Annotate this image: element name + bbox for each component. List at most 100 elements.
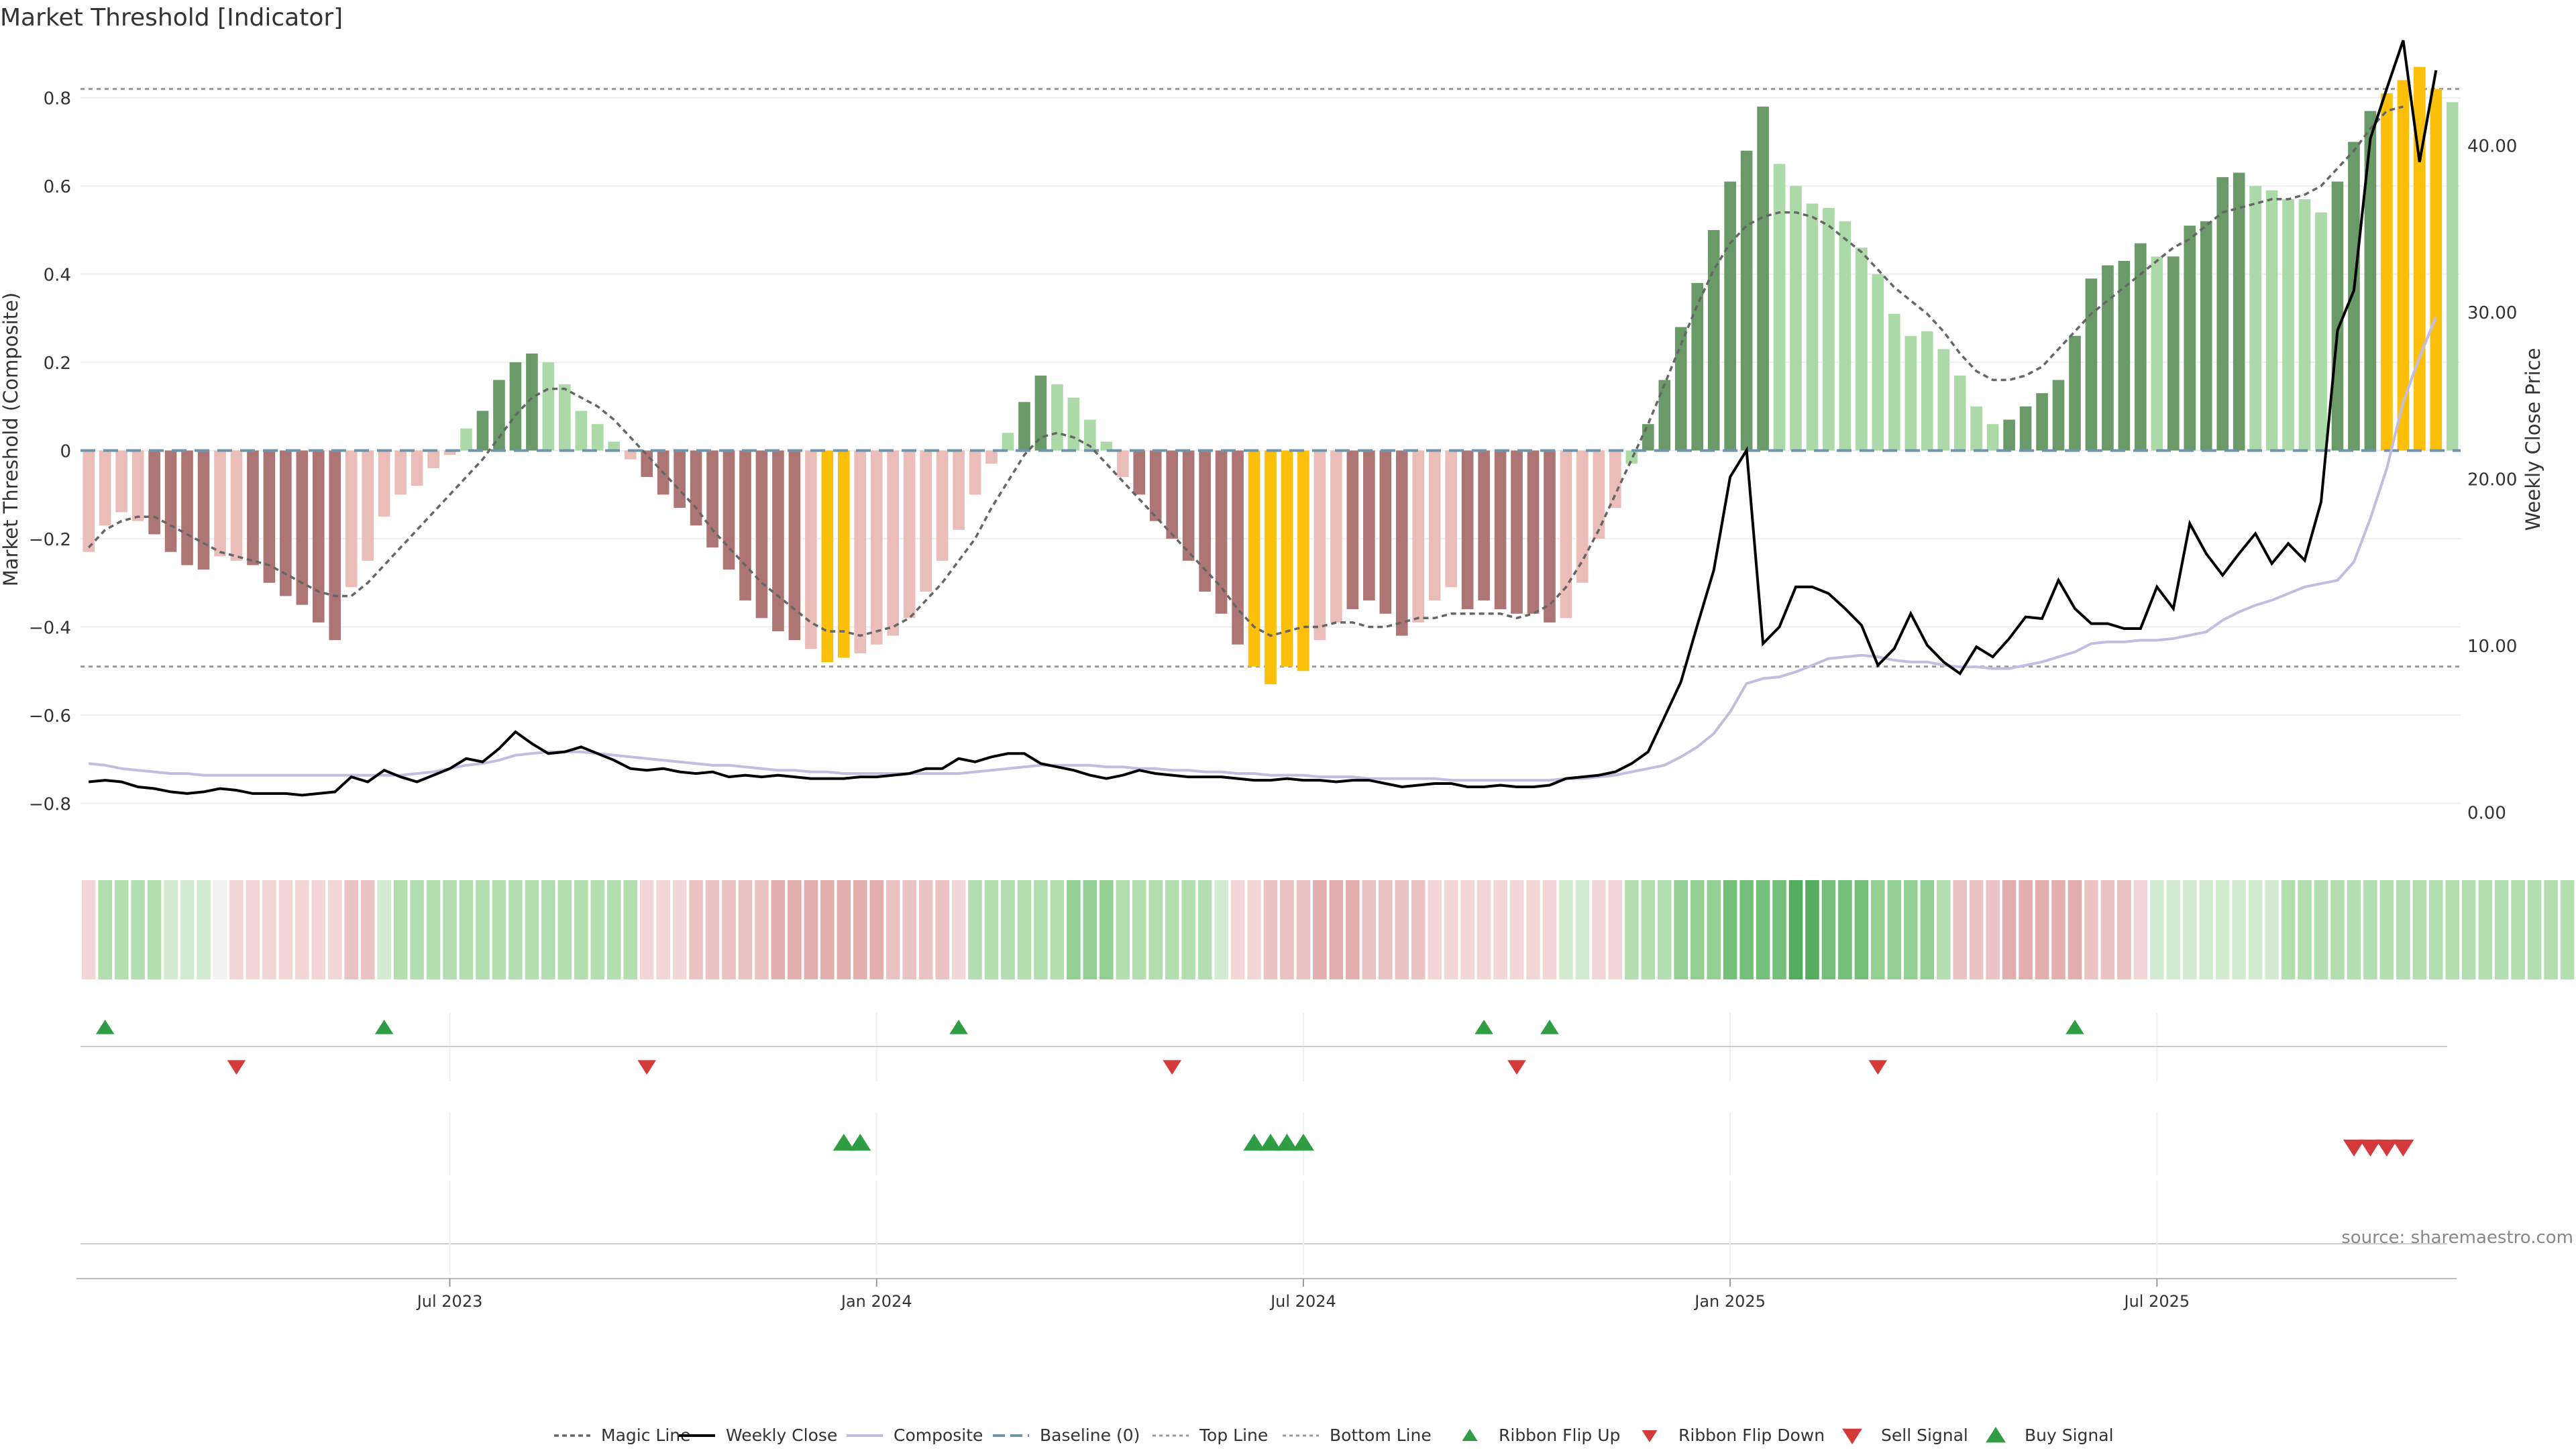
ribbon-cell	[377, 880, 391, 979]
ribbon-cell	[1509, 880, 1524, 979]
ribbon-cell	[672, 880, 687, 979]
ribbon-cell	[2461, 880, 2476, 979]
ribbon-cell	[885, 880, 900, 979]
ribbon-cell	[557, 880, 572, 979]
threshold-bar	[1937, 349, 1950, 451]
y-tick-label: 0	[60, 442, 71, 462]
threshold-bar	[706, 450, 718, 548]
threshold-bar	[1511, 450, 1523, 614]
ribbon-cell	[1247, 880, 1261, 979]
ribbon-cell	[1838, 880, 1852, 979]
y-tick-label: 0.4	[44, 266, 71, 286]
ribbon-flip-up-marker	[1540, 1020, 1559, 1034]
y-right-tick-label: 30.00	[2467, 303, 2517, 323]
ribbon-cell	[1444, 880, 1458, 979]
threshold-bar	[2052, 380, 2065, 451]
composite-line	[88, 316, 2438, 782]
ribbon-cell	[476, 880, 490, 979]
ribbon-cell	[426, 880, 441, 979]
ribbon-cell	[1329, 880, 1344, 979]
legend-label: Bottom Line	[1330, 1426, 1432, 1445]
threshold-bar	[1888, 313, 1900, 451]
ribbon-flip-panel	[80, 1013, 2447, 1081]
ribbon-cell	[1707, 880, 1721, 979]
buy-signal-marker	[833, 1134, 855, 1151]
ribbon-cell	[738, 880, 753, 979]
sell-signal-marker	[2392, 1139, 2414, 1157]
threshold-bar	[624, 450, 637, 460]
threshold-bar	[608, 441, 621, 451]
ribbon-cell	[656, 880, 670, 979]
ribbon-flip-up-marker	[949, 1020, 968, 1034]
ribbon-cell	[1132, 880, 1146, 979]
ribbon-flip-down-marker	[637, 1060, 656, 1075]
ribbon-cell	[722, 880, 736, 979]
ribbon-flip-up-marker	[2065, 1020, 2084, 1034]
ribbon-cell	[278, 880, 293, 979]
threshold-bar	[1724, 181, 1736, 451]
threshold-bar	[394, 450, 407, 495]
threshold-bar	[2430, 89, 2443, 451]
ribbon-cell	[1805, 880, 1819, 979]
threshold-bar	[329, 450, 341, 641]
y-right-tick-label: 40.00	[2467, 137, 2517, 157]
ribbon-cell	[229, 880, 244, 979]
threshold-bar	[1133, 450, 1146, 495]
ribbon-cell	[1657, 880, 1672, 979]
threshold-bar	[2135, 243, 2147, 451]
legend-swatch-sell-signal	[1842, 1428, 1862, 1444]
threshold-bar	[1478, 450, 1490, 601]
ribbon-flip-down-marker	[227, 1060, 246, 1075]
ribbon-cell	[1493, 880, 1507, 979]
threshold-bar	[280, 450, 292, 596]
buy-signal-marker	[1276, 1134, 1298, 1151]
threshold-bar	[2397, 80, 2410, 451]
legend-label: Weekly Close	[726, 1426, 837, 1445]
threshold-bar	[2331, 181, 2344, 451]
threshold-bar	[427, 450, 439, 468]
threshold-bar	[1593, 450, 1605, 539]
threshold-bar	[870, 450, 883, 645]
threshold-bar	[247, 450, 259, 566]
threshold-bar	[1576, 450, 1589, 583]
threshold-bar	[345, 450, 358, 588]
ribbon-cell	[2133, 880, 2148, 979]
threshold-bar	[197, 450, 210, 570]
main-panel: 0.8 0.6 0.4 0.2 0 −0.2 −0.4 −0.6 −0.8 40.00 30.00 2…	[29, 40, 2517, 823]
threshold-bar	[2414, 66, 2426, 451]
signal-panel	[80, 1112, 2447, 1244]
threshold-bar	[312, 450, 325, 623]
threshold-bar	[1428, 450, 1441, 601]
ribbon-cell	[705, 880, 720, 979]
threshold-bar	[591, 424, 604, 451]
ribbon-cell	[951, 880, 966, 979]
ribbon-cell	[788, 880, 802, 979]
threshold-bar	[920, 450, 932, 592]
magic-line	[87, 105, 2404, 637]
threshold-bar	[443, 450, 456, 455]
threshold-bar	[936, 450, 949, 561]
ribbon-cell	[2019, 880, 2033, 979]
weekly-close-line	[89, 40, 2438, 797]
y-right-tick-label: 20.00	[2467, 470, 2517, 490]
ribbon-cell	[1214, 880, 1228, 979]
ribbon-cell	[606, 880, 621, 979]
ribbon-cell	[2298, 880, 2312, 979]
ribbon-cell	[2166, 880, 2181, 979]
threshold-bar	[2118, 260, 2131, 451]
ribbon-cell	[1920, 880, 1935, 979]
sell-signal-marker	[2375, 1139, 2398, 1157]
threshold-bar	[1953, 375, 1966, 451]
threshold-bar	[542, 362, 555, 451]
threshold-bar	[1034, 375, 1047, 451]
threshold-bar	[2348, 142, 2360, 451]
threshold-bar	[1806, 203, 1819, 451]
threshold-bar	[2167, 256, 2180, 451]
ribbon-cell	[1460, 880, 1474, 979]
ribbon-cell	[2068, 880, 2082, 979]
threshold-bar	[1395, 450, 1408, 636]
ribbon-cell	[1017, 880, 1032, 979]
ribbon-cell	[2314, 880, 2328, 979]
ribbon-cell	[820, 880, 835, 979]
